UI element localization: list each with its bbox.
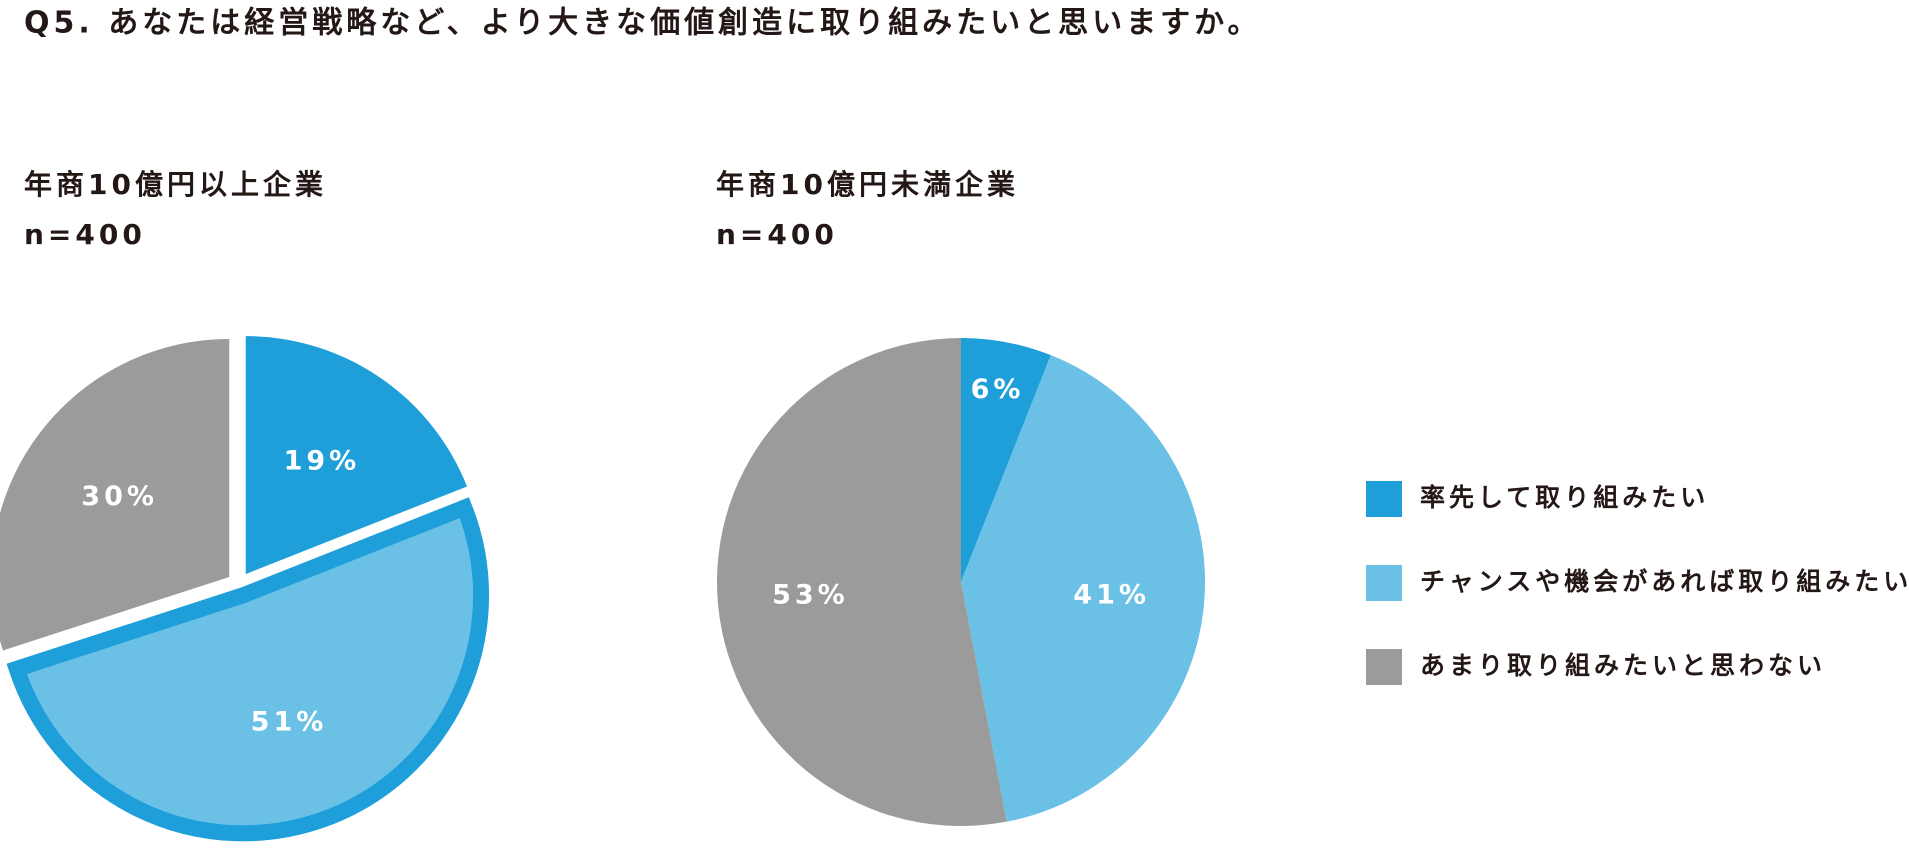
pie-slice [716,338,1007,826]
pie-slice [961,355,1205,822]
pie-slice [961,338,1051,582]
chart-subtitle: n=400 [24,218,146,251]
chart-title: 年商10億円未満企業 [716,168,1019,201]
chart-subtitle: n=400 [716,218,838,251]
chart-title: 年商10億円以上企業 [24,168,327,201]
legend-label: チャンスや機会があれば取り組みたい [1420,567,1909,596]
pie-slice [6,497,490,842]
data-label: 6% [971,374,1025,405]
legend-swatch [1366,649,1402,685]
data-label: 30% [81,481,158,512]
page-title: Q5. あなたは経営戦略など、より大きな価値創造に取り組みたいと思いますか。 [24,6,1262,41]
legend-label: 率先して取り組みたい [1420,483,1709,512]
pie-slice [245,336,468,575]
data-label: 51% [251,706,328,737]
legend-label: あまり取り組みたいと思わない [1420,651,1826,680]
legend-swatch [1366,481,1402,517]
data-label: 53% [772,580,849,611]
legend-swatch [1366,565,1402,601]
data-label: 19% [284,445,361,476]
data-label: 41% [1073,580,1150,611]
pie-slice [0,338,230,651]
